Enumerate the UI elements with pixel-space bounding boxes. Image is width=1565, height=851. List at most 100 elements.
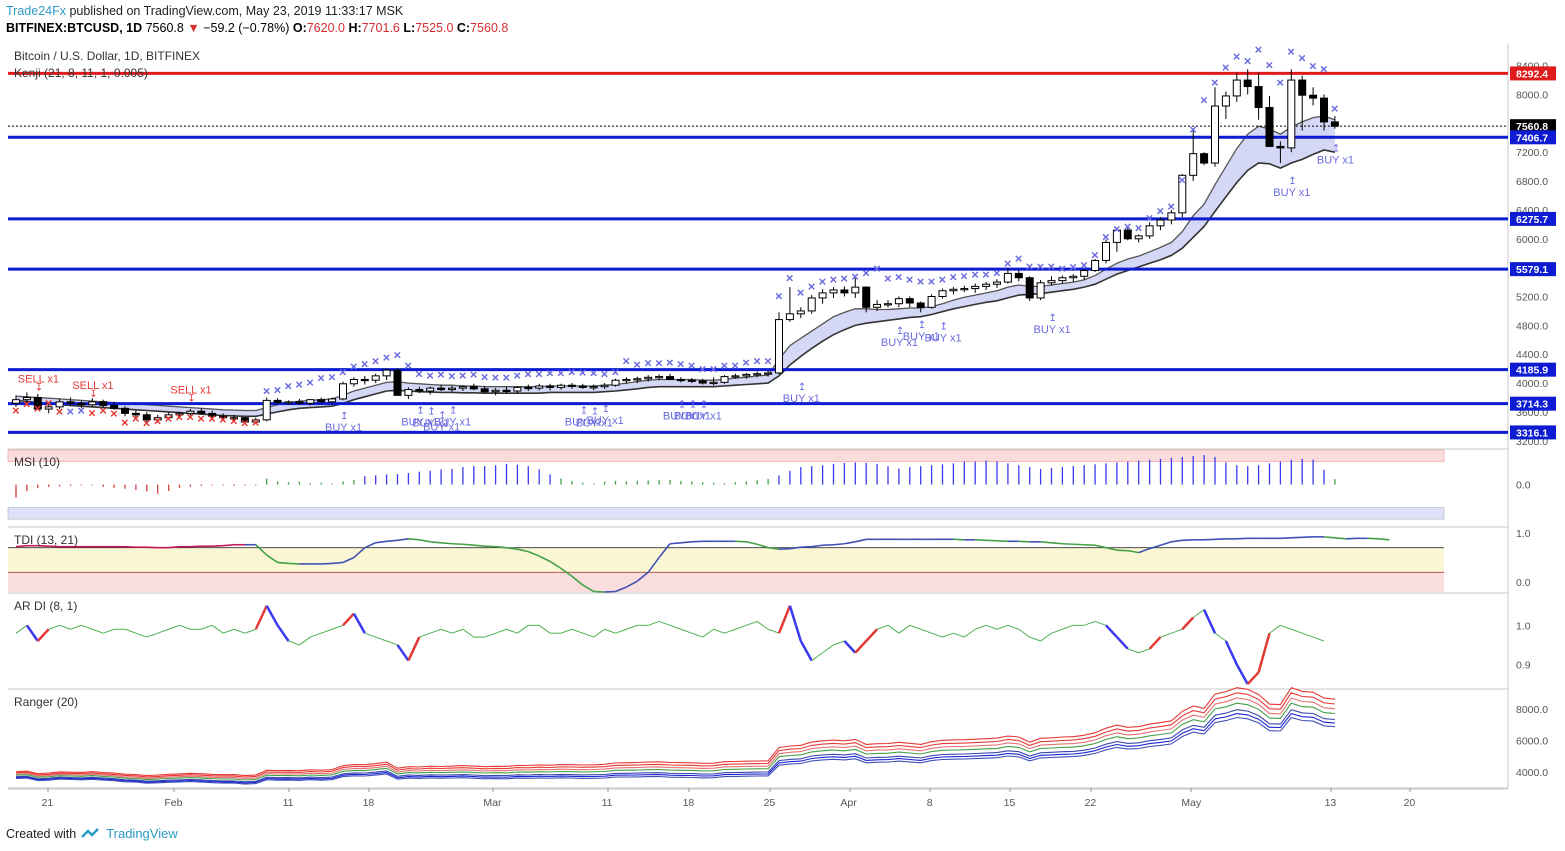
candle-body [666, 376, 674, 380]
publisher-name[interactable]: Trade24Fx [6, 4, 66, 18]
candle [22, 392, 31, 403]
candle-body [742, 373, 751, 377]
candle [1200, 152, 1209, 166]
buy-arrow-icon: ↥ [798, 382, 806, 393]
ardi-line-segment [538, 624, 551, 634]
candle [415, 386, 424, 394]
candle [306, 398, 315, 406]
main-pane: 3200.03600.04000.04400.04800.05200.05600… [8, 42, 1556, 448]
candle-body [284, 401, 293, 404]
stop-marker: × [524, 366, 532, 381]
tdi-line-segment [1378, 538, 1390, 541]
tradingview-link[interactable]: TradingView [106, 826, 178, 841]
candle-body [99, 401, 108, 406]
stop-marker: × [350, 359, 358, 374]
candle-body [230, 417, 238, 420]
candle-body [785, 313, 794, 321]
candle [55, 398, 64, 410]
ardi-line-segment [506, 628, 518, 634]
ardi-line-segment [462, 628, 475, 638]
level-badge [1510, 262, 1556, 277]
stop-marker: × [274, 382, 282, 397]
ardi-line-segment [887, 624, 900, 634]
candle-body [829, 289, 838, 294]
buy-arrow-icon: ↥ [591, 407, 599, 418]
stop-marker: × [1058, 261, 1066, 276]
tdi-line-segment [1149, 544, 1161, 550]
candle [251, 417, 260, 425]
stop-marker: × [176, 410, 184, 425]
ardi-line-segment [168, 624, 180, 630]
ardi-line-segment [386, 640, 398, 646]
candle-body [66, 401, 75, 404]
time-tick-label: 21 [42, 797, 54, 809]
stop-marker: × [481, 369, 489, 384]
ardi-line-segment [352, 612, 366, 634]
tdi-line-segment [1051, 541, 1063, 545]
candle [982, 282, 991, 291]
ardi-line-segment [430, 628, 442, 634]
candle-body [121, 407, 129, 414]
stop-marker: × [503, 370, 511, 385]
candle-body [1320, 97, 1328, 123]
stop-marker: × [394, 348, 402, 363]
ardi-line-segment [342, 612, 355, 627]
stop-marker: × [949, 270, 957, 285]
stop-marker: × [917, 274, 925, 289]
candle-body [1200, 153, 1209, 164]
tdi-line-segment [332, 561, 344, 565]
ardi-line-segment [615, 628, 627, 634]
candle [611, 378, 620, 387]
candle [600, 383, 609, 389]
candle-body [1178, 174, 1187, 214]
tdi-line-segment [353, 547, 366, 559]
ardi-line-segment [407, 636, 421, 662]
ardi-line-segment [1224, 640, 1238, 666]
ardi-line-segment [865, 628, 879, 642]
stop-marker: × [546, 366, 554, 381]
candle-body [720, 376, 729, 383]
msi-pane: 0.0 MSI (10) [7, 449, 1531, 520]
candle [284, 400, 293, 405]
candle-body [1254, 86, 1263, 108]
ardi-line-segment [1192, 609, 1205, 618]
stop-marker: × [1287, 44, 1295, 59]
ardi-title: AR DI (8, 1) [14, 599, 77, 613]
stop-marker: × [88, 405, 96, 420]
ranger-line [15, 692, 1335, 778]
time-tick-label: May [1181, 797, 1202, 809]
ranger-line [15, 702, 1335, 781]
candle-body [546, 385, 555, 388]
candle [1254, 72, 1263, 120]
ardi-line-segment [854, 640, 868, 654]
candle [753, 371, 762, 378]
time-tick-label: 15 [1004, 797, 1016, 809]
stop-marker: × [197, 411, 205, 426]
stop-marker: × [1320, 61, 1328, 76]
candle [197, 408, 206, 415]
level-badge-label: 3316.1 [1516, 427, 1548, 439]
time-tick-label: 18 [363, 797, 375, 809]
stop-marker: × [45, 395, 53, 410]
candle-body [1232, 79, 1241, 97]
candle-body [622, 378, 631, 382]
stop-marker: × [1309, 58, 1317, 73]
candle-body [927, 296, 936, 308]
candle-body [33, 397, 42, 410]
tdi-line-segment [767, 546, 780, 550]
buy-arrow-icon: ↥ [896, 326, 904, 337]
level-badge-label: 5579.1 [1516, 264, 1548, 276]
candle [262, 397, 271, 422]
chart-area[interactable]: 3200.03600.04000.04400.04800.05200.05600… [0, 42, 1565, 822]
candle [1145, 222, 1154, 239]
time-tick-label: 22 [1085, 797, 1097, 809]
candle [393, 368, 402, 396]
candle [480, 385, 489, 394]
ardi-line-segment [560, 628, 573, 634]
stop-marker: × [1037, 259, 1045, 274]
ardi-line-segment [713, 628, 725, 634]
candle-body [807, 297, 816, 312]
buy-signal-label: BUY x1 [412, 418, 449, 430]
stop-marker: × [797, 285, 805, 300]
buy-signal-label: BUY x1 [663, 411, 700, 423]
